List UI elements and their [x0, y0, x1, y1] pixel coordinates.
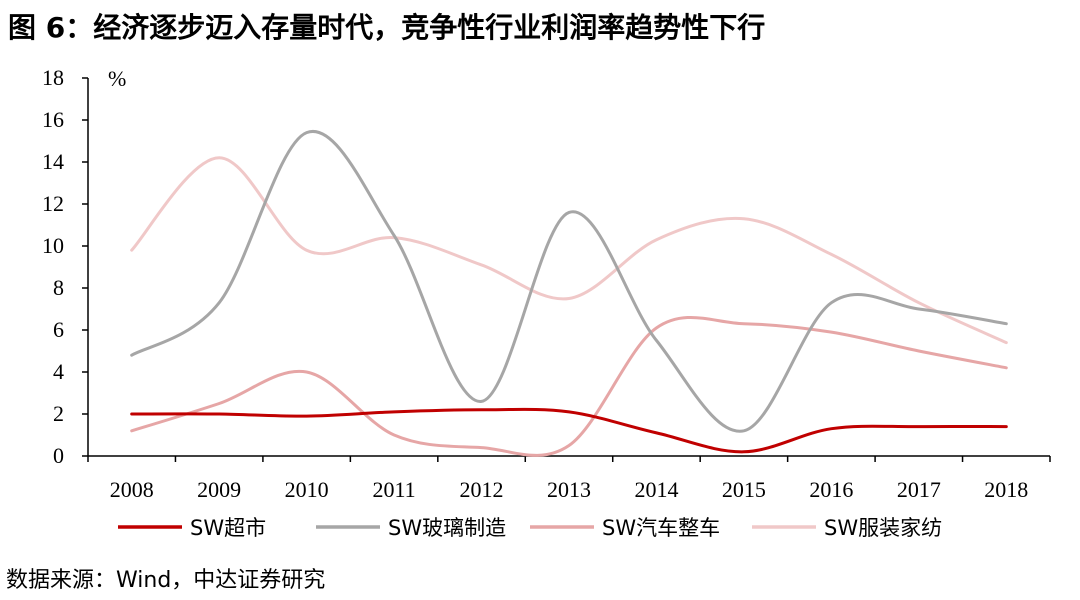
y-tick-label: 4	[53, 359, 64, 384]
legend-label: SW服装家纺	[824, 516, 942, 540]
series-line-2	[130, 129, 1008, 433]
y-tick-label: 10	[42, 233, 64, 258]
y-tick-label: 16	[42, 107, 64, 132]
x-tick-label: 2013	[547, 477, 591, 502]
x-tick-label: 2015	[722, 477, 766, 502]
y-tick-label: 6	[53, 317, 64, 342]
series-line-3	[130, 315, 1008, 457]
y-unit-label: %	[108, 66, 126, 91]
chart-title: 图 6：经济逐步迈入存量时代，竞争性行业利润率趋势性下行	[8, 11, 766, 44]
y-tick-label: 8	[53, 275, 64, 300]
x-tick-label: 2014	[634, 477, 678, 502]
x-tick-label: 2011	[372, 477, 415, 502]
y-tick-label: 0	[53, 443, 64, 468]
x-tick-label: 2018	[984, 477, 1028, 502]
axes: 0 2 4 6 8 10 12 14 16 18 % 2008 2009 2010 2011 2012 2013…	[42, 65, 1051, 502]
y-tick-label: 18	[42, 65, 64, 90]
x-tick-label: 2017	[897, 477, 941, 502]
y-tick-label: 14	[42, 149, 64, 174]
x-tick-label: 2012	[460, 477, 504, 502]
y-tick-label: 12	[42, 191, 64, 216]
series-line-1	[130, 407, 1008, 454]
x-tick-label: 2008	[110, 477, 154, 502]
y-tick-label: 2	[53, 401, 64, 426]
legend-label: SW汽车整车	[602, 516, 720, 540]
x-tick-label: 2010	[285, 477, 329, 502]
source-note: 数据来源：Wind，中达证券研究	[6, 568, 326, 593]
legend-label: SW玻璃制造	[388, 516, 506, 540]
x-tick-label: 2009	[197, 477, 241, 502]
series-line-4	[130, 156, 1008, 345]
legend: SW超市 SW玻璃制造 SW汽车整车 SW服装家纺	[118, 516, 942, 540]
legend-label: SW超市	[190, 516, 266, 540]
series-lines	[130, 129, 1008, 457]
x-tick-label: 2016	[809, 477, 853, 502]
